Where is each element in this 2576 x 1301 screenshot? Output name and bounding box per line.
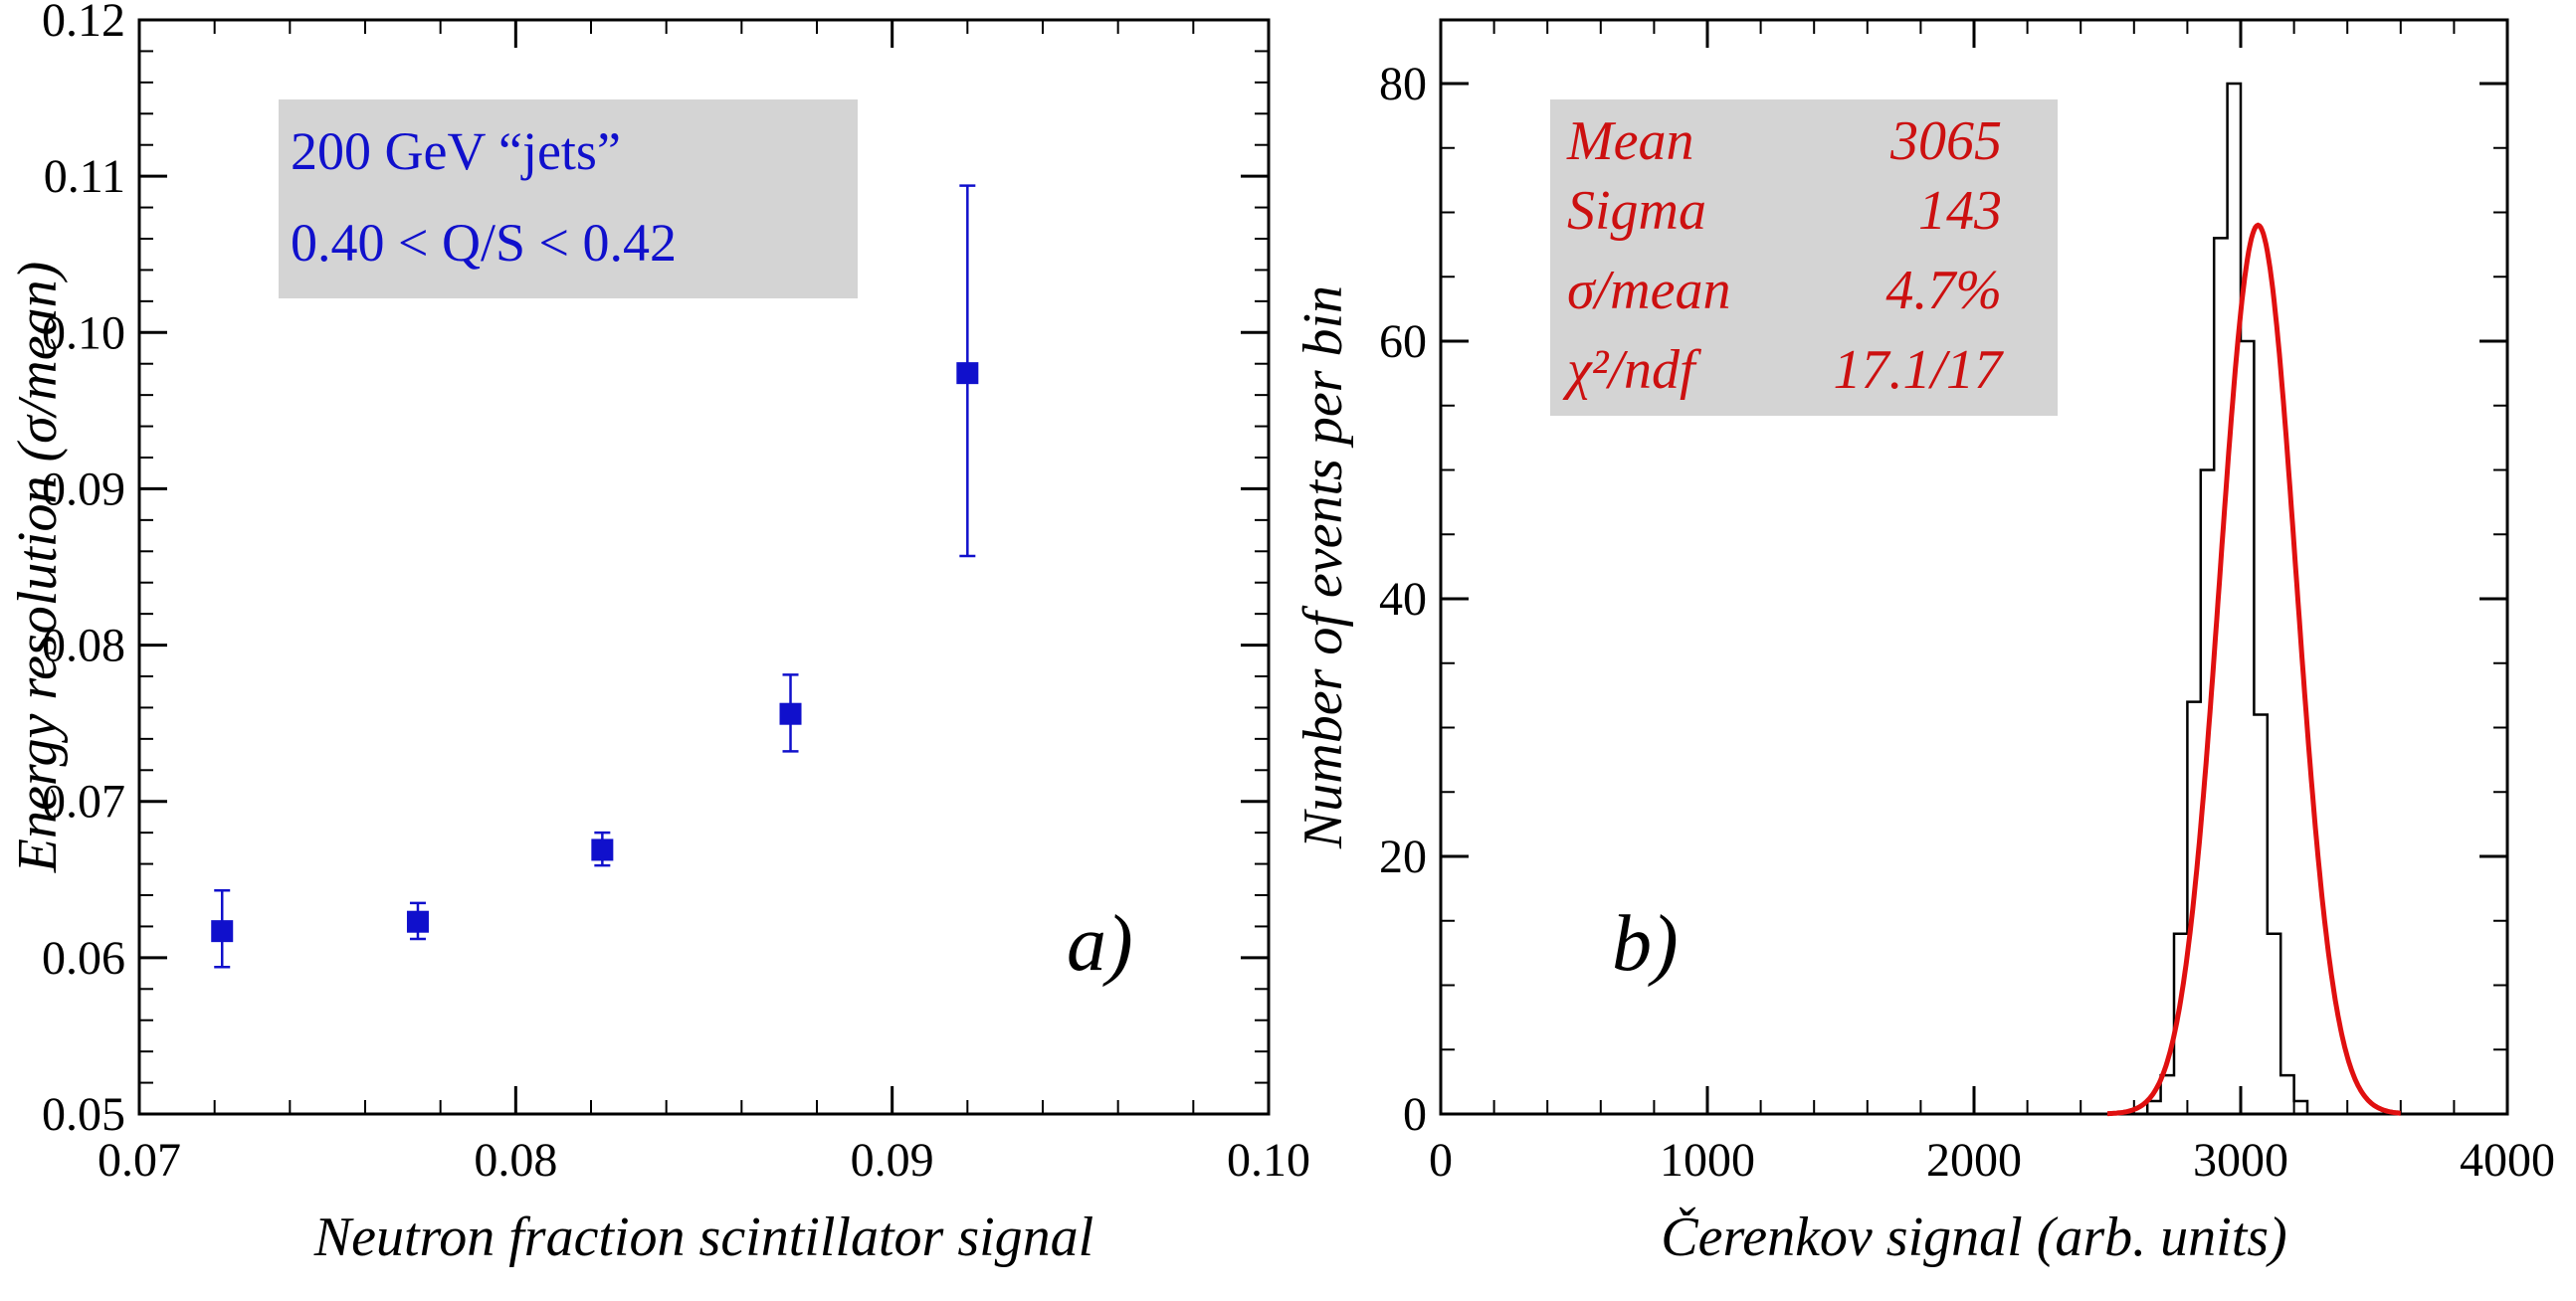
x-tick-label: 0.10 [1227,1134,1310,1187]
panel-b-stats-box [1550,99,2058,416]
y-tick-label: 80 [1379,58,1427,110]
panel-b-x-axis-label: Čerenkov signal (arb. units) [1661,1207,2286,1268]
panel-a-plot-frame [137,18,1271,1116]
y-tick-label: 60 [1379,315,1427,368]
stats-label: σ/mean [1567,260,1730,321]
stats-label: Sigma [1567,180,1706,242]
panel-a-annotation-line-1: 200 GeV “jets” [291,121,621,181]
y-tick-label: 0.08 [42,620,125,672]
panel-a-label: a) [1067,900,1133,988]
panel-b-label: b) [1612,900,1679,988]
data-point [591,831,614,867]
x-tick-label: 0.07 [98,1134,181,1187]
y-tick-label: 0.09 [42,463,125,515]
square-marker [779,702,802,725]
x-tick-label: 4000 [2460,1134,2555,1187]
panel-a-annotation-line-2: 0.40 < Q/S < 0.42 [291,213,677,273]
panel-a-data-points [211,184,979,969]
panel-b-axis-ticks: 0 1000 2000 3000 4000 0 20 40 60 80 [1379,20,2555,1187]
stats-label: χ²/ndf [1562,339,1702,401]
y-tick-label: 0.12 [42,0,125,47]
square-marker [956,362,979,385]
panel-a-annotation-box [279,99,858,298]
stats-value: 4.7% [1885,260,2002,321]
y-tick-label: 0.11 [44,150,125,203]
x-tick-label: 1000 [1660,1134,1755,1187]
panel-a-energy-resolution: 200 GeV “jets” 0.40 < Q/S < 0.42 0.07 0.0… [7,0,1310,1268]
stats-label: Mean [1566,110,1694,172]
y-tick-label: 0.10 [42,306,125,359]
x-tick-label: 3000 [2193,1134,2288,1187]
panel-a-x-axis-label: Neutron fraction scintillator signal [313,1207,1094,1268]
panel-b-y-axis-label: Number of events per bin [1292,285,1354,849]
data-point [406,901,429,941]
x-tick-label: 0.08 [474,1134,557,1187]
stats-value: 17.1/17 [1833,339,2004,401]
x-tick-label: 0.09 [851,1134,934,1187]
y-tick-label: 20 [1379,831,1427,883]
y-tick-label: 0 [1403,1088,1427,1141]
data-point [211,889,234,969]
y-tick-label: 0.05 [42,1088,125,1141]
panel-b-stats-entries: Mean 3065 Sigma 143 σ/mean 4.7% χ²/ndf 17.1/17 [1562,110,2004,401]
stats-value: 3065 [1889,110,2002,172]
panel-b-histogram-outline [2145,82,2309,1114]
square-marker [211,920,234,943]
panel-b-gaussian-fit-curve [2107,222,2401,1117]
y-tick-label: 0.07 [42,776,125,829]
x-tick-label: 0 [1429,1134,1453,1187]
square-marker [406,910,429,933]
square-marker [591,838,614,861]
panel-a-y-axis-label: Energy resolution (σ/mean) [7,262,69,873]
stats-value: 143 [1918,180,2002,242]
data-point [956,184,979,558]
x-tick-label: 2000 [1926,1134,2022,1187]
y-tick-label: 0.06 [42,932,125,985]
panel-a-axis-ticks: 0.07 0.08 0.09 0.10 0.05 0.06 0.07 0.08 0.09 0.10… [42,0,1310,1187]
data-point [779,673,802,753]
y-tick-label: 40 [1379,573,1427,626]
